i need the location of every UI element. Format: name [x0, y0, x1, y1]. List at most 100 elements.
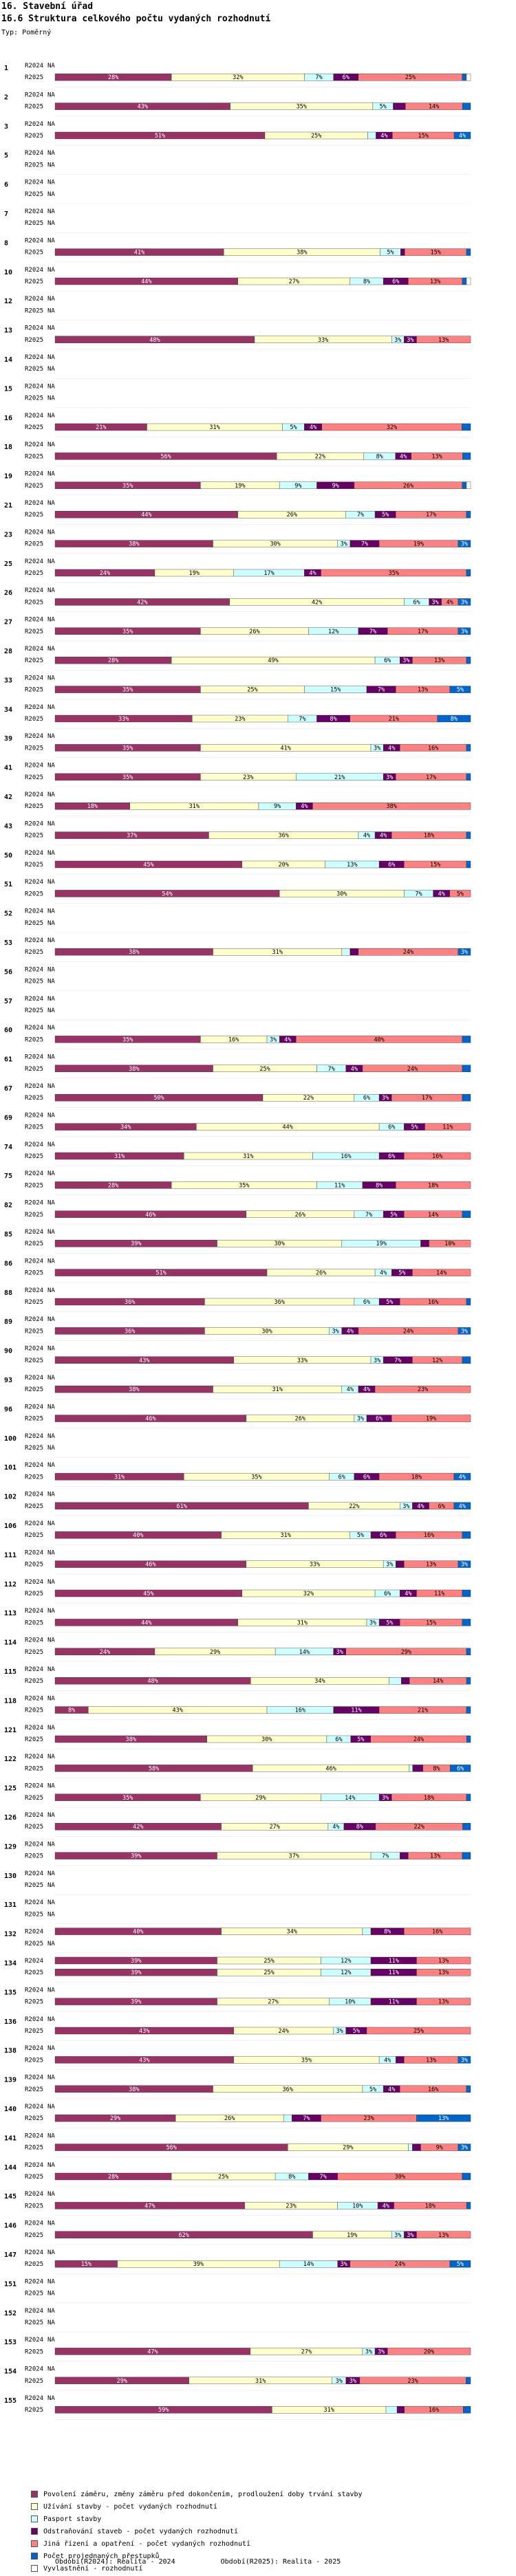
- category-label: 90: [4, 1348, 12, 1355]
- row-label: R2025: [25, 2086, 43, 2093]
- na-label: NA: [47, 413, 55, 419]
- row-label: R2024: [25, 1433, 43, 1440]
- category-label: 153: [4, 2339, 17, 2346]
- bar-segment-label: 17%: [422, 1095, 432, 1102]
- bar-segment-label: 33%: [118, 716, 129, 723]
- bar-segment-label: 11%: [442, 1124, 453, 1131]
- bar-segment-label: 30%: [270, 541, 280, 548]
- category-label: 21: [4, 502, 12, 510]
- na-label: NA: [47, 1882, 55, 1889]
- row-label: R2024: [25, 2045, 43, 2052]
- na-label: NA: [47, 2045, 55, 2052]
- bar-segment-label: 25%: [259, 1066, 270, 1073]
- bar-segment-label: 5%: [382, 512, 389, 519]
- category-label: 1: [4, 65, 8, 72]
- bar-segment-label: 9%: [274, 803, 281, 810]
- legend-item: Užívání stavby - počet vydaných rozhodnu…: [31, 2500, 485, 2513]
- row-label: R2025: [25, 133, 43, 140]
- bar-segment: [466, 569, 471, 577]
- category-label: 23: [4, 531, 12, 538]
- na-label: NA: [47, 2162, 55, 2169]
- legend-label: Pasport stavby: [43, 2515, 102, 2523]
- bar-segment-label: 17%: [426, 512, 436, 519]
- bar-segment-label: 40%: [133, 1532, 143, 1539]
- row-label: R2024: [25, 500, 43, 507]
- row-label: R2024: [25, 675, 43, 681]
- bar-segment: [458, 948, 471, 956]
- row-label: R2025: [25, 1619, 43, 1626]
- bar-segment-label: 13%: [426, 2057, 436, 2064]
- bar-segment-label: 16%: [341, 1153, 351, 1160]
- bar-segment: [450, 1765, 471, 1772]
- bar-segment-label: 31%: [297, 1619, 308, 1626]
- row-label: R2024: [25, 1666, 43, 1673]
- na-label: NA: [47, 1229, 55, 1236]
- row-label: R2025: [25, 687, 43, 694]
- na-label: NA: [47, 2337, 55, 2344]
- row-label: R2025: [25, 395, 43, 402]
- row-label: R2024: [25, 383, 43, 390]
- bar-segment-label: 21%: [418, 1707, 428, 1714]
- category-label: 33: [4, 677, 12, 684]
- bar-segment: [389, 1677, 402, 1685]
- bar-segment-label: 3%: [374, 745, 380, 752]
- bar-segment-label: 3%: [432, 599, 439, 606]
- na-label: NA: [47, 500, 55, 507]
- bar-segment: [409, 1765, 413, 1772]
- bar-segment-label: 6%: [363, 1299, 370, 1306]
- row-label: R2025: [25, 453, 43, 460]
- bar-segment-label: 31%: [255, 2378, 266, 2385]
- report-title: 16. Stavební úřad: [1, 1, 94, 12]
- bar-segment-label: 35%: [251, 1474, 261, 1481]
- bar-segment-label: 4%: [363, 833, 370, 840]
- bar-segment-label: 36%: [125, 1328, 135, 1335]
- bar-segment: [458, 2056, 471, 2064]
- bar-segment-label: 41%: [134, 250, 144, 256]
- bar-segment-label: 26%: [295, 1416, 305, 1423]
- category-label: 114: [4, 1639, 17, 1647]
- bar-segment-label: 4%: [351, 1066, 358, 1073]
- bar-segment-label: 5%: [387, 250, 394, 256]
- row-label: R2024: [25, 1112, 43, 1119]
- row-label: R2025: [25, 366, 43, 373]
- na-label: NA: [47, 850, 55, 857]
- category-label: 86: [4, 1260, 12, 1267]
- bar-segment-label: 34%: [120, 1124, 131, 1131]
- row-label: R2024: [25, 1054, 43, 1061]
- bar-segment-label: 46%: [145, 1562, 155, 1569]
- bar-segment-label: 37%: [289, 1853, 299, 1860]
- row-label: R2024: [25, 1083, 43, 1090]
- bar-segment: [462, 1065, 471, 1073]
- bar-segment-label: 5%: [357, 1532, 364, 1539]
- bar-segment-label: 19%: [426, 1416, 436, 1423]
- row-label: R2025: [25, 599, 43, 606]
- na-label: NA: [47, 996, 55, 1003]
- na-label: NA: [47, 1520, 55, 1527]
- bar-segment: [416, 2114, 471, 2122]
- bar-segment-label: 24%: [279, 2028, 289, 2035]
- bar-segment: [466, 2377, 471, 2385]
- bar-segment-label: 38%: [129, 2086, 139, 2093]
- row-label: R2025: [25, 1795, 43, 1802]
- bar-segment-label: 22%: [315, 453, 325, 460]
- bar-segment-label: 8%: [433, 1765, 440, 1772]
- na-label: NA: [47, 617, 55, 624]
- bar-segment-label: 30%: [261, 1736, 272, 1743]
- bar-segment-label: 3%: [378, 2348, 385, 2355]
- bar-segment-label: 23%: [243, 774, 253, 781]
- row-label: R2024: [25, 441, 43, 448]
- row-label: R2024: [25, 966, 43, 973]
- row-label: R2024: [25, 1549, 43, 1556]
- bar-segment-label: 28%: [108, 74, 118, 81]
- bar-segment: [420, 1239, 429, 1247]
- bar-segment-label: 25%: [311, 133, 321, 140]
- row-label: R2024: [25, 937, 43, 944]
- bar-segment-label: 13%: [347, 862, 357, 869]
- bar-segment-label: 43%: [173, 1707, 183, 1714]
- bar-segment-label: 31%: [114, 1474, 125, 1481]
- na-label: NA: [47, 1375, 55, 1382]
- bar-segment-label: 46%: [145, 1212, 155, 1219]
- row-label: R2024: [25, 354, 43, 361]
- row-label: R2025: [25, 1095, 43, 1102]
- bar-segment-label: 7%: [365, 1212, 372, 1219]
